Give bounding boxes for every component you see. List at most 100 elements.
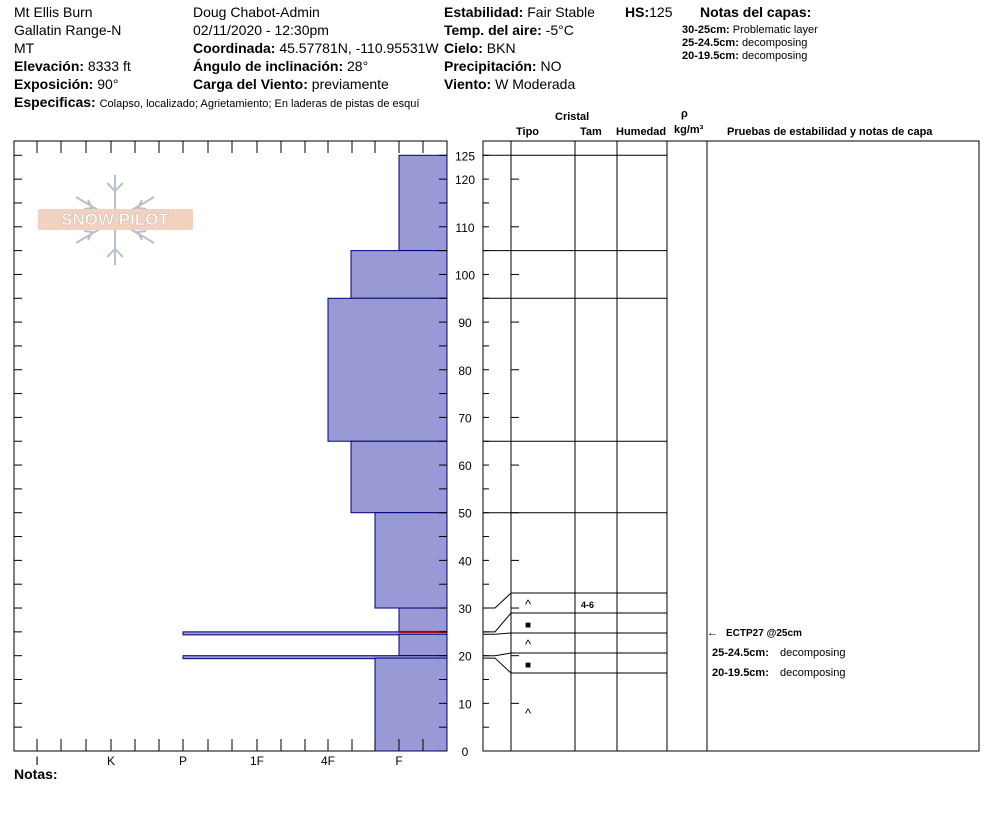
depth-tick-label: 90 [458, 316, 472, 330]
stability-field: Estabilidad: Fair Stable [444, 4, 595, 20]
layer-connector [483, 657, 512, 674]
depth-tick-label: 80 [458, 364, 472, 378]
range-name: Gallatin Range-N [14, 22, 122, 38]
coords-value: 45.57781N, -110.95531W [279, 40, 439, 56]
depth-tick-label: 60 [458, 459, 472, 473]
hardness-label: K [107, 754, 115, 768]
test-result: ECTP27 @25cm [726, 628, 802, 639]
coords-label: Coordinada: [193, 40, 276, 56]
layer-connector [483, 612, 512, 633]
hardness-bar [350, 250, 448, 299]
hs-label: HS: [625, 4, 650, 20]
cristal-header: Cristal [555, 111, 590, 123]
slope-value: 28° [347, 58, 369, 74]
crystal-symbols: ^ 4-6 ■ ^ ■ ^ [525, 597, 594, 721]
wind-value: W Moderada [495, 76, 576, 92]
test-notes: ← ECTP27 @25cm 25-24.5cm: decomposing 20… [707, 627, 845, 679]
depth-tick-label: 10 [458, 697, 472, 711]
crystal-size: 4-6 [581, 600, 594, 610]
tests-header: Pruebas de estabilidad y notas de capa [727, 126, 933, 138]
slope-field: Ángulo de inclinación: 28° [193, 58, 368, 74]
depth-tick-label: 70 [458, 411, 472, 425]
humedad-header: Humedad [616, 126, 667, 138]
precip-label: Precipitación: [444, 58, 537, 74]
layer-table-frame [482, 140, 980, 752]
elevation-value: 8333 ft [87, 58, 131, 74]
sky-label: Cielo: [444, 40, 483, 56]
depth-tick-label: 40 [458, 554, 472, 568]
table-layer-lines [483, 154, 667, 674]
hardness-bar [327, 297, 448, 442]
hardness-bar [182, 631, 448, 636]
layer-connector [483, 652, 512, 657]
snowflake-logo-icon: SNOW PILOT [38, 175, 193, 265]
hardness-label: 1F [250, 754, 264, 768]
density-unit-header: kg/m³ [674, 124, 704, 136]
notes-label: Notas: [14, 766, 58, 782]
stability-value: Fair Stable [527, 4, 595, 20]
depth-tick-label: 20 [458, 650, 472, 664]
depth-axis: 0 10 20 30 40 50 60 70 80 90 100 110 120 125 [455, 149, 475, 759]
air-temp-label: Temp. del aire: [444, 22, 542, 38]
table-connectors [483, 592, 512, 674]
logo-banner [38, 209, 193, 230]
hardness-label: P [179, 754, 187, 768]
elevation-label: Elevación: [14, 58, 85, 74]
layer-note-3-text: decomposing [741, 50, 808, 62]
hardness-axis-labels: I K P 1F 4F F [35, 754, 402, 768]
layer-note-3: 20-19.5cm: decomposing [682, 50, 807, 62]
layer-notes-title: Notas del capas: [700, 4, 812, 20]
layer-note-2: 25-24.5cm: decomposing [682, 37, 807, 49]
crystal-symbol: ^ [525, 706, 532, 721]
depth-tick-label: 120 [455, 173, 475, 187]
specifics-label: Especificas: [14, 94, 96, 110]
air-temp-value: -5°C [545, 22, 574, 38]
aspect-field: Exposición: 90° [14, 76, 118, 92]
layer-note-1: 30-25cm: Problematic layer [682, 24, 818, 36]
depth-tick-label: 0 [462, 745, 469, 759]
crystal-symbol: ■ [525, 620, 531, 631]
wind-load-label: Carga del Viento: [193, 76, 308, 92]
hardness-bar [398, 607, 448, 633]
coords-field: Coordinada: 45.57781N, -110.95531W [193, 40, 439, 56]
hardness-label: F [395, 754, 402, 768]
aspect-label: Exposición: [14, 76, 94, 92]
rho-header: ρ [681, 108, 688, 120]
datetime: 02/11/2020 - 12:30pm [193, 22, 329, 38]
wind-field: Viento: W Moderada [444, 76, 575, 92]
hardness-bar [350, 440, 448, 514]
crystal-symbol: ■ [525, 660, 531, 671]
specifics-value: Colapso, localizado; Agrietamiento; En l… [99, 98, 420, 110]
layer-note-1-text: Problematic layer [732, 24, 818, 36]
layer-note-2-text: decomposing [741, 37, 808, 49]
hardness-label: 4F [321, 754, 335, 768]
wind-load-value: previamente [311, 76, 389, 92]
precip-value: NO [540, 58, 562, 74]
test-note-depth: 25-24.5cm: [712, 647, 769, 659]
hardness-ticks [14, 141, 447, 752]
crystal-symbol: ^ [525, 597, 532, 612]
test-arrow-icon: ← [707, 627, 718, 639]
tipo-header: Tipo [516, 126, 540, 138]
specifics-field: Especificas: Colapso, localizado; Agriet… [14, 94, 419, 110]
tam-header: Tam [580, 126, 602, 138]
precip-field: Precipitación: NO [444, 58, 561, 74]
hardness-bar [398, 633, 448, 657]
elevation-field: Elevación: 8333 ft [14, 58, 131, 74]
test-note-depth: 20-19.5cm: [712, 667, 769, 679]
hs-value: 125 [649, 4, 673, 20]
depth-tick-label: 30 [458, 602, 472, 616]
hardness-bar [374, 512, 448, 609]
sky-value: BKN [486, 40, 516, 56]
stability-label: Estabilidad: [444, 4, 524, 20]
aspect-value: 90° [97, 76, 119, 92]
slope-label: Ángulo de inclinación: [193, 58, 344, 74]
observer-name: Doug Chabot-Admin [193, 4, 320, 20]
hardness-label: I [35, 754, 38, 768]
depth-tick-label: 110 [455, 221, 474, 235]
crystal-symbol: ^ [525, 637, 532, 652]
air-temp-field: Temp. del aire: -5°C [444, 22, 574, 38]
hardness-bar [182, 655, 448, 660]
layer-connector [483, 632, 512, 635]
